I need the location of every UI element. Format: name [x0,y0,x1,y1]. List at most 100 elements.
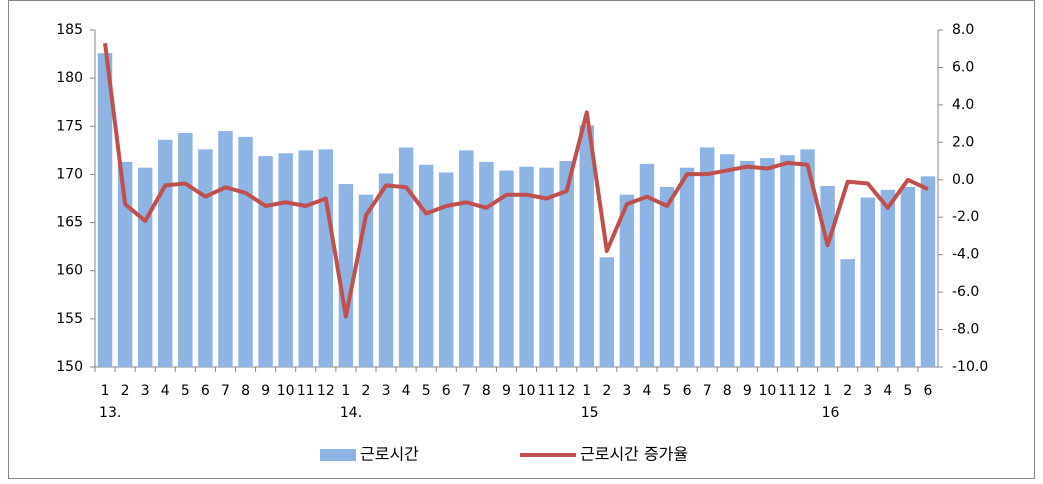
x-tick-label: 10 [277,383,295,399]
x-tick-label: 6 [442,383,451,399]
bar [519,166,534,367]
x-tick-label: 9 [502,383,511,399]
y-tick-label: 165 [56,215,83,231]
bar [218,131,233,367]
bar [880,189,896,367]
y2-tick-label: -2.0 [952,209,979,225]
x-group-label: 16 [822,405,840,421]
x-tick-label: 12 [317,383,335,399]
legend-label: 근로시간 [360,445,419,464]
bar [338,184,354,367]
bar [298,150,313,367]
bar [398,147,414,367]
bar [258,156,273,367]
x-group-label: 14. [340,405,362,421]
x-tick-label: 4 [883,383,892,399]
y2-tick-label: -6.0 [952,284,979,300]
x-tick-label: 11 [297,383,315,399]
bar [117,161,133,367]
x-tick-label: 6 [201,383,210,399]
x-group-label: 13. [99,405,121,421]
x-tick-label: 2 [602,383,611,399]
bar [619,194,635,367]
y2-tick-label: 6.0 [952,59,974,75]
bar [559,160,574,367]
x-tick-label: 12 [558,383,576,399]
x-tick-label: 10 [518,383,536,399]
bar [198,149,213,367]
x-tick-label: 5 [181,383,190,399]
line [103,42,929,319]
bar [579,125,594,367]
x-tick-label: 1 [582,383,591,399]
bar [539,167,554,367]
x-tick-label: 4 [402,383,411,399]
x-tick-label: 11 [538,383,556,399]
bar [137,167,153,367]
x-tick-label: 2 [362,383,371,399]
bar [499,170,514,367]
x-tick-label: 8 [241,383,250,399]
x-tick-label: 5 [663,383,672,399]
bar [97,53,113,367]
bar [479,161,494,367]
x-tick-label: 9 [261,383,270,399]
bar [900,186,916,367]
x-tick-label: 8 [482,383,491,399]
bar [439,172,454,367]
x-tick-label: 1 [823,383,832,399]
bar [840,259,855,367]
x-tick-label: 3 [141,383,150,399]
y2-tick-label: 0.0 [952,172,974,188]
bar [679,167,695,367]
x-group-label: 15 [581,405,599,421]
x-tick-label: 5 [903,383,912,399]
x-tick-label: 7 [703,383,712,399]
bar [920,176,936,367]
x-tick-label: 9 [743,383,752,399]
legend-label: 근로시간 증가율 [580,445,688,464]
bar [158,139,173,367]
x-tick-label: 3 [382,383,391,399]
bar [860,197,875,367]
x-tick-label: 6 [924,383,933,399]
x-tick-label: 7 [462,383,471,399]
bar [639,163,655,367]
bar [178,133,193,367]
bar [318,149,334,367]
x-tick-label: 5 [422,383,431,399]
bar [720,154,735,367]
x-tick-label: 2 [843,383,852,399]
x-tick-label: 3 [622,383,631,399]
y-tick-label: 170 [56,166,83,182]
y2-tick-label: -8.0 [952,322,979,338]
y2-tick-label: -10.0 [952,359,988,375]
y-tick-label: 155 [56,311,83,327]
y-tick-label: 180 [56,70,83,86]
bar [418,164,434,367]
x-tick-label: 12 [799,383,817,399]
bar [800,149,815,367]
bar [599,257,615,367]
x-tick-label: 7 [221,383,230,399]
bar [278,153,293,367]
bar [459,150,474,367]
x-tick-label: 10 [758,383,776,399]
bar [659,186,675,367]
x-tick-label: 6 [683,383,692,399]
y-tick-label: 150 [56,359,83,375]
x-tick-label: 4 [643,383,652,399]
x-tick-label: 2 [121,383,130,399]
y2-tick-label: -4.0 [952,247,979,263]
x-tick-label: 3 [863,383,872,399]
bar [820,185,835,367]
y-tick-label: 185 [56,22,83,38]
x-tick-label: 1 [101,383,110,399]
x-tick-label: 11 [779,383,797,399]
bar [238,136,253,367]
x-tick-label: 8 [723,383,732,399]
bar [740,160,755,367]
bar [780,155,795,367]
y2-tick-label: 2.0 [952,134,974,150]
